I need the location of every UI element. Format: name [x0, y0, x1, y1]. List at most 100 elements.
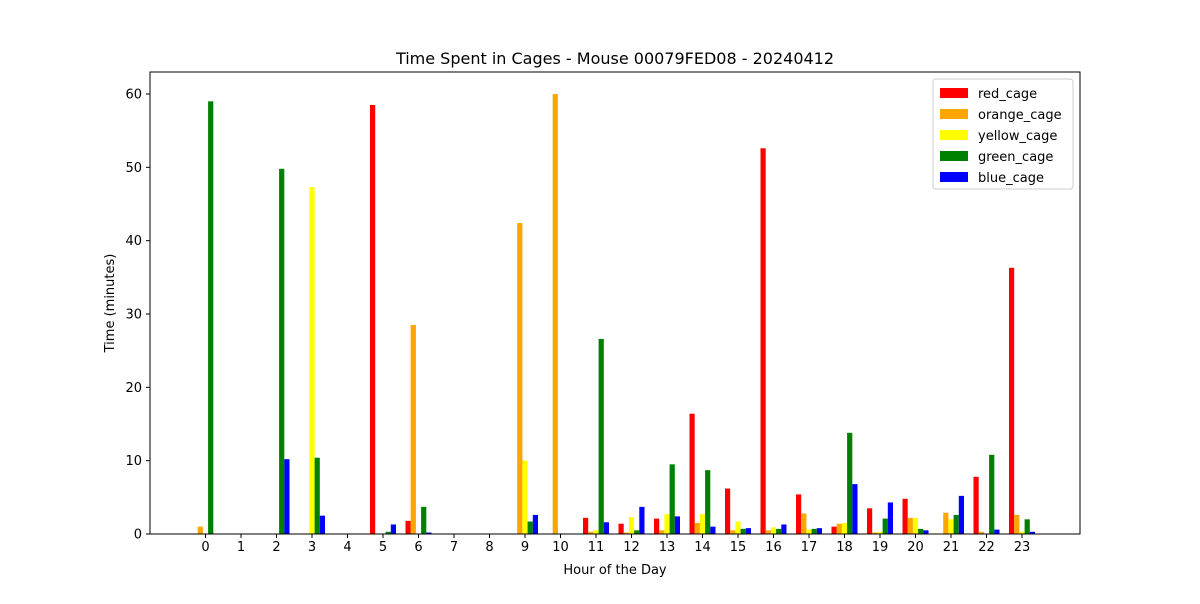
- x-tick-label: 22: [978, 540, 995, 555]
- x-tick-label: 17: [801, 540, 818, 555]
- bar-green_cage-0: [208, 101, 214, 534]
- bar-green_cage-18: [847, 432, 853, 534]
- bar-yellow_cage-21: [948, 519, 954, 534]
- x-tick-label: 12: [623, 540, 640, 555]
- bar-green_cage-12: [634, 530, 640, 534]
- bar-blue_cage-13: [674, 516, 680, 534]
- bar-green_cage-13: [669, 464, 675, 534]
- bar-green_cage-22: [989, 454, 995, 534]
- bar-red_cage-17: [796, 494, 802, 534]
- bar-green_cage-2: [279, 168, 285, 535]
- bar-green_cage-17: [811, 528, 817, 534]
- x-tick-label: 18: [836, 540, 853, 555]
- bar-red_cage-13: [654, 518, 660, 534]
- legend-swatch-blue_cage: [940, 172, 968, 182]
- chart-title: Time Spent in Cages - Mouse 00079FED08 -…: [395, 49, 834, 68]
- legend-swatch-green_cage: [940, 151, 968, 161]
- x-tick-label: 13: [659, 540, 676, 555]
- bar-orange_cage-16: [765, 530, 771, 534]
- bar-red_cage-20: [902, 498, 908, 534]
- x-tick-label: 11: [588, 540, 605, 555]
- bar-green_cage-19: [882, 518, 888, 534]
- x-tick-label: 19: [872, 540, 889, 555]
- bar-red_cage-23: [1009, 267, 1015, 534]
- bar-orange_cage-23: [1014, 514, 1020, 534]
- bar-red_cage-11: [583, 517, 589, 534]
- axes-layer: 0 1 2 3 4 5 6 7 8 9 10 11 12 13 14 15 16 17 18 19 20 21 22 2301…: [125, 71, 1081, 555]
- bar-blue_cage-18: [852, 484, 858, 534]
- legend-label-red_cage: red_cage: [978, 87, 1037, 102]
- bar-green_cage-6: [421, 506, 427, 534]
- bar-green_cage-16: [776, 528, 782, 534]
- bar-red_cage-12: [618, 523, 624, 534]
- bar-orange_cage-15: [730, 530, 736, 534]
- bar-red_cage-15: [725, 488, 731, 534]
- y-axis-label: Time (minutes): [103, 254, 118, 354]
- bar-green_cage-14: [705, 470, 711, 534]
- y-tick-label: 0: [134, 528, 142, 543]
- bar-yellow_cage-15: [735, 521, 741, 534]
- bar-yellow_cage-12: [628, 517, 635, 534]
- y-tick-label: 10: [125, 454, 142, 469]
- bar-yellow_cage-14: [699, 514, 706, 534]
- bars-layer: [197, 94, 1035, 535]
- bar-yellow_cage-13: [664, 514, 670, 534]
- x-tick-label: 1: [237, 540, 245, 555]
- x-tick-label: 6: [414, 540, 422, 555]
- x-tick-label: 5: [379, 540, 387, 555]
- x-tick-label: 0: [201, 540, 209, 555]
- legend-label-orange_cage: orange_cage: [978, 108, 1062, 123]
- bar-orange_cage-18: [836, 523, 842, 534]
- y-tick-label: 30: [125, 308, 142, 323]
- bar-orange_cage-11: [588, 531, 594, 534]
- bar-blue_cage-3: [319, 515, 325, 534]
- y-tick-label: 50: [125, 161, 142, 176]
- bar-green_cage-3: [314, 457, 320, 534]
- legend: red_cage orange_cage yellow_cage green_cage…: [932, 78, 1074, 190]
- bar-orange_cage-21: [943, 512, 949, 534]
- legend-swatch-red_cage: [940, 88, 968, 98]
- bar-blue_cage-17: [816, 528, 822, 534]
- x-tick-label: 21: [943, 540, 960, 555]
- bar-yellow_cage-23: [1019, 531, 1025, 534]
- bar-yellow_cage-3: [309, 187, 315, 534]
- plot-frame: [149, 71, 1081, 535]
- legend-swatch-orange_cage: [940, 109, 968, 119]
- bar-red_cage-16: [760, 148, 766, 534]
- bar-blue_cage-22: [994, 529, 1000, 534]
- bar-orange_cage-17: [801, 513, 807, 534]
- bar-red_cage-5: [370, 105, 376, 534]
- bar-red_cage-14: [689, 413, 695, 534]
- bar-green_cage-5: [385, 531, 391, 534]
- x-tick-label: 8: [485, 540, 493, 555]
- bar-blue_cage-15: [745, 528, 751, 534]
- bar-green_cage-21: [953, 514, 959, 534]
- bar-red_cage-22: [973, 476, 979, 534]
- legend-box: [932, 78, 1074, 190]
- legend-label-yellow_cage: yellow_cage: [978, 129, 1057, 144]
- x-tick-label: 2: [272, 540, 280, 555]
- bar-orange_cage-22: [978, 531, 984, 534]
- bar-orange_cage-13: [659, 530, 665, 534]
- x-axis-label: Hour of the Day: [563, 563, 667, 578]
- bar-yellow_cage-19: [877, 531, 883, 534]
- bar-orange_cage-12: [623, 532, 629, 534]
- legend-label-green_cage: green_cage: [978, 150, 1053, 165]
- y-tick-label: 40: [125, 234, 142, 249]
- bar-red_cage-19: [867, 508, 873, 534]
- bar-red_cage-18: [831, 526, 837, 534]
- bar-green_cage-20: [918, 528, 924, 534]
- bar-green_cage-15: [740, 528, 746, 534]
- x-tick-label: 23: [1014, 540, 1031, 555]
- bar-blue_cage-9: [532, 514, 538, 534]
- bar-green_cage-23: [1024, 519, 1030, 534]
- bar-orange_cage-6: [410, 325, 416, 534]
- y-tick-label: 60: [125, 88, 142, 103]
- bar-blue_cage-14: [710, 526, 716, 534]
- bar-green_cage-11: [598, 338, 604, 534]
- x-tick-label: 4: [343, 540, 351, 555]
- bar-blue_cage-20: [923, 530, 929, 534]
- bar-yellow_cage-20: [912, 517, 919, 534]
